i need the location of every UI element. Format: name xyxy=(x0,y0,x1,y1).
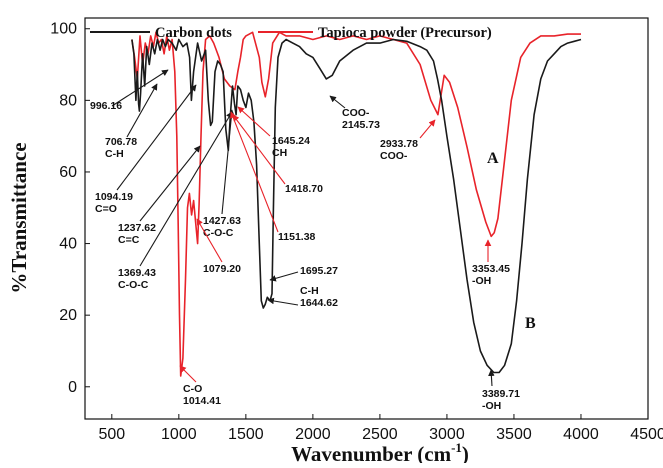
series-line-carbon-dots xyxy=(131,38,582,374)
x-tick-label: 4500 xyxy=(630,426,663,443)
annotations-layer: 996.16706.78C-H1094.19C=O1237.62C=C1369.… xyxy=(90,69,520,412)
x-axis-title: Wavenumber (cm-1) xyxy=(291,440,469,463)
annotation-arrow xyxy=(232,114,286,185)
annotation-label: 3353.45 xyxy=(472,263,510,275)
x-tick-label: 4000 xyxy=(563,426,599,443)
annotation-arrow xyxy=(126,83,158,138)
y-tick-label: 60 xyxy=(59,164,77,181)
peak-annotation: 1369.43C-O-C xyxy=(118,111,233,291)
legend-label-tapioca-powder: Tapioca powder (Precursor) xyxy=(318,25,492,41)
annotation-label: 1237.62 xyxy=(118,222,156,234)
y-tick-label: 100 xyxy=(50,21,77,38)
peak-annotation: 1418.70 xyxy=(232,114,323,195)
annotation-arrow xyxy=(111,69,169,107)
annotation-label: 3389.71 xyxy=(482,388,520,400)
annotation-arrow xyxy=(267,297,299,306)
annotation-label: 2933.78 xyxy=(380,138,418,150)
peak-annotation: 1094.19C=O xyxy=(95,84,197,215)
y-tick-label: 0 xyxy=(68,379,77,396)
annotation-arrow xyxy=(139,111,233,267)
annotation-arrow xyxy=(116,84,197,191)
annotation-label: C-H xyxy=(105,148,124,160)
annotation-label: 1079.20 xyxy=(203,263,241,275)
x-tick-label: 1000 xyxy=(161,426,197,443)
x-tick-label: 1500 xyxy=(228,426,264,443)
y-tick-label: 20 xyxy=(59,307,77,324)
x-axis-title-main: Wavenumber (cm xyxy=(291,442,452,463)
peak-annotation: 1079.20 xyxy=(196,218,241,275)
annotation-arrow xyxy=(419,119,436,139)
peak-annotation: 996.16 xyxy=(90,69,169,112)
curve-label-a: A xyxy=(487,150,499,167)
annotation-arrow xyxy=(269,271,299,282)
x-tick-label: 3000 xyxy=(429,426,465,443)
annotation-label: 1418.70 xyxy=(285,183,323,195)
legend: Carbon dots Tapioca powder (Precursor) xyxy=(90,25,492,41)
annotation-label: -OH xyxy=(472,275,491,287)
annotation-arrow xyxy=(237,106,271,137)
series-line-tapioca-powder xyxy=(131,31,581,377)
curves-layer xyxy=(131,31,582,377)
peak-annotation: 3353.45-OH xyxy=(472,239,510,287)
x-axis-title-close: ) xyxy=(462,442,469,463)
annotation-label: 1151.38 xyxy=(278,231,316,243)
annotation-label: 706.78 xyxy=(105,136,137,148)
peak-annotation: 1695.27 xyxy=(269,265,338,282)
x-tick-label: 500 xyxy=(98,426,125,443)
annotation-arrow xyxy=(179,365,197,383)
annotation-label: 1644.62 xyxy=(300,297,338,309)
annotation-arrow xyxy=(196,218,223,263)
peak-annotation: 1427.63C-O-C xyxy=(203,109,241,239)
annotation-label: C=O xyxy=(95,203,117,215)
ticks-layer: 500 1000 1500 2000 2500 3000 3500 4000 4500 0 20 40… xyxy=(50,21,663,443)
annotation-label: C-O-C xyxy=(203,227,234,239)
legend-label-carbon-dots: Carbon dots xyxy=(155,25,232,41)
peak-annotation: 706.78C-H xyxy=(105,83,158,160)
annotation-label: 1695.27 xyxy=(300,265,338,277)
annotation-label: COO- xyxy=(342,107,370,119)
annotation-arrow xyxy=(139,145,201,222)
peak-annotation: COO-2145.73 xyxy=(329,95,380,131)
annotation-label: COO- xyxy=(380,150,408,162)
peak-annotation: 1151.38 xyxy=(230,111,316,243)
annotation-arrow xyxy=(230,111,279,233)
y-tick-label: 40 xyxy=(59,236,77,253)
y-tick-label: 80 xyxy=(59,92,77,109)
curve-label-b: B xyxy=(525,315,536,332)
annotation-label: C-O xyxy=(183,383,202,395)
annotation-arrow xyxy=(488,369,495,387)
y-axis-title: %Transmittance xyxy=(7,142,31,293)
annotation-label: C-H xyxy=(300,285,319,297)
annotation-label: C-O-C xyxy=(118,279,149,291)
annotation-label: C=C xyxy=(118,234,140,246)
x-tick-label: 2000 xyxy=(295,426,331,443)
annotation-label: 996.16 xyxy=(90,100,122,112)
x-tick-label: 3500 xyxy=(496,426,532,443)
annotation-label: -OH xyxy=(482,400,501,412)
annotation-arrow xyxy=(221,109,235,215)
annotation-label: 1094.19 xyxy=(95,191,133,203)
annotation-label: 2145.73 xyxy=(342,119,380,131)
annotation-label: 1427.63 xyxy=(203,215,241,227)
plot-frame xyxy=(84,17,649,420)
annotation-label: 1645.24 xyxy=(272,135,310,147)
annotation-label: CH xyxy=(272,147,287,159)
annotation-label: 1014.41 xyxy=(183,395,221,407)
x-axis-title-superscript: -1 xyxy=(451,440,462,455)
peak-annotation: 3389.71-OH xyxy=(482,369,520,412)
x-tick-label: 2500 xyxy=(362,426,398,443)
annotation-arrow xyxy=(329,95,346,109)
peak-annotation: 1237.62C=C xyxy=(118,145,201,246)
annotation-label: 1369.43 xyxy=(118,267,156,279)
